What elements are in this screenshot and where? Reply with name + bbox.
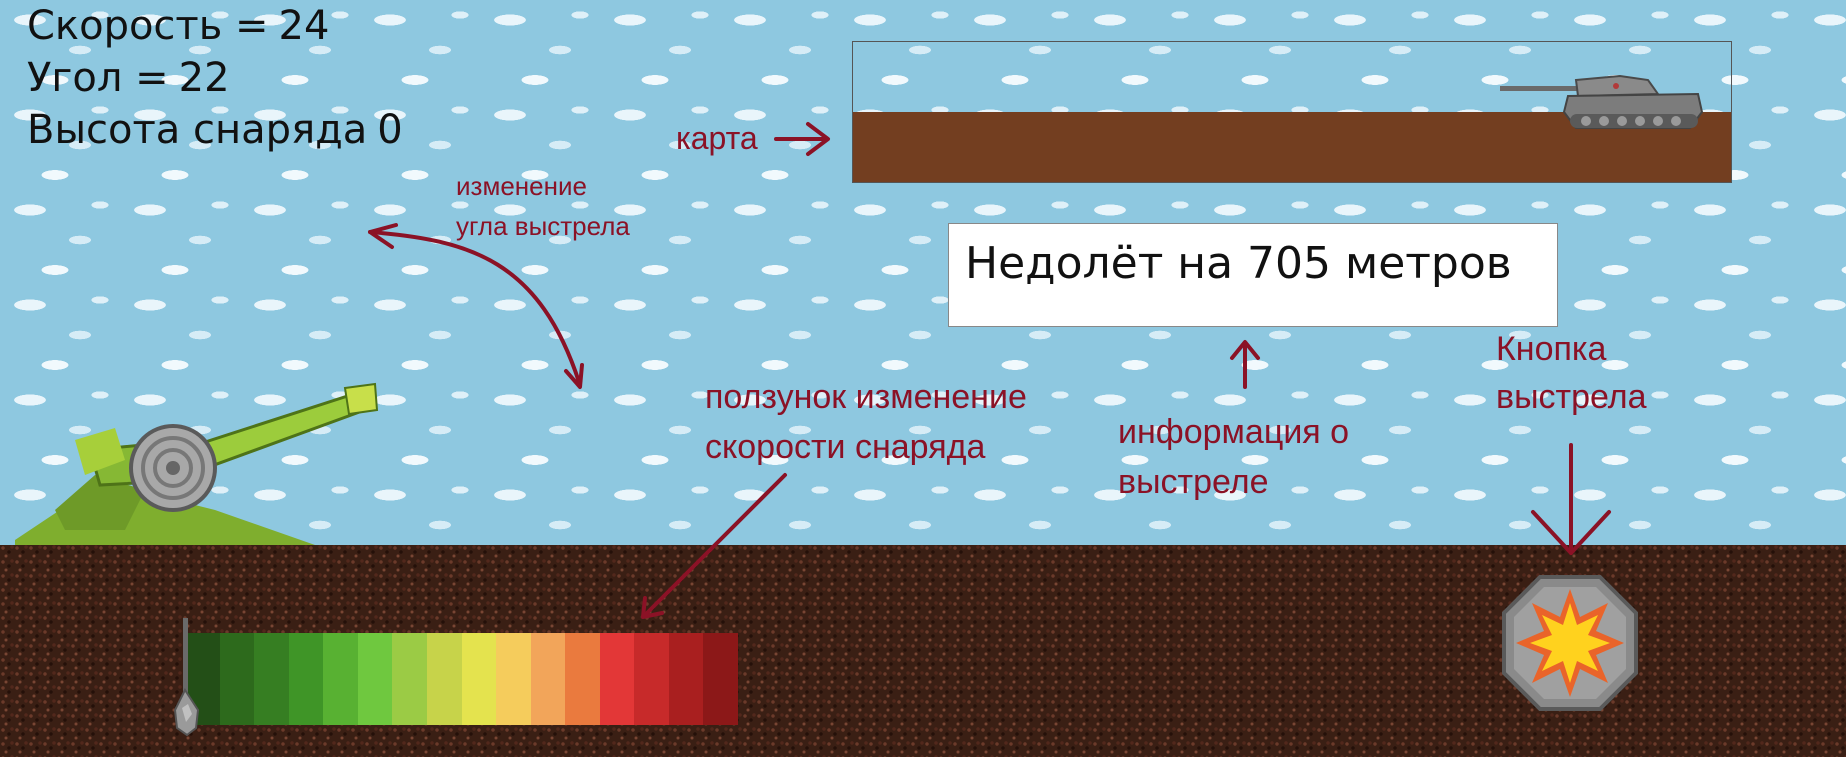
- annotation-fire-line2: выстрела: [1496, 378, 1647, 416]
- speed-label: Скорость =: [27, 3, 269, 49]
- hud-stats: Скорость = 24 Угол = 22 Высота снаряда 0: [27, 0, 403, 156]
- annotation-map: карта: [676, 120, 758, 156]
- slider-handle[interactable]: [168, 618, 206, 736]
- angle-stat: Угол = 22: [27, 52, 403, 104]
- height-label: Высота снаряда: [27, 107, 368, 153]
- shot-result-message: Недолёт на 705 метров: [965, 238, 1512, 289]
- annotation-fire-button: Кнопка выстрела: [1496, 325, 1647, 421]
- annotation-speed-slider: ползунок изменение скорости снаряда: [705, 372, 1027, 472]
- speed-stat: Скорость = 24: [27, 0, 403, 52]
- annotation-speed-line2: скорости снаряда: [705, 428, 986, 466]
- slider-segment: [392, 633, 427, 725]
- annotation-angle: изменение угла выстрела: [456, 166, 630, 246]
- slider-segment: [530, 633, 566, 725]
- height-value: 0: [377, 107, 403, 153]
- annotation-shot-info: информация о выстреле: [1118, 407, 1349, 507]
- slider-segment: [254, 633, 289, 725]
- slider-segment: [599, 633, 635, 725]
- slider-segment: [565, 633, 600, 725]
- annotation-speed-line1: ползунок изменение: [705, 378, 1027, 416]
- slider-segment: [461, 633, 497, 725]
- annotation-fire-line1: Кнопка: [1496, 330, 1607, 368]
- annotation-angle-line1: изменение: [456, 171, 587, 201]
- slider-segment: [323, 633, 358, 725]
- annotation-angle-line2: угла выстрела: [456, 211, 630, 241]
- slider-segment: [668, 633, 704, 725]
- height-stat: Высота снаряда 0: [27, 104, 403, 156]
- slider-segment: [703, 633, 738, 725]
- tank-icon: [1500, 74, 1704, 129]
- speed-slider-track[interactable]: [185, 633, 738, 725]
- slider-segment: [219, 633, 255, 725]
- minimap: [852, 41, 1732, 183]
- cannon-icon: [15, 382, 379, 545]
- fire-button[interactable]: [1500, 573, 1640, 713]
- slider-segment: [496, 633, 531, 725]
- annotation-info-line1: информация о: [1118, 413, 1350, 451]
- angle-label: Угол =: [27, 55, 169, 101]
- annotation-info-line2: выстреле: [1118, 463, 1269, 501]
- slider-segment: [634, 633, 669, 725]
- shot-info-panel: Недолёт на 705 метров: [948, 223, 1558, 327]
- angle-value: 22: [178, 55, 230, 101]
- slider-segment: [426, 633, 462, 725]
- slider-segment: [288, 633, 324, 725]
- slider-segment: [357, 633, 393, 725]
- explosion-icon: [1516, 589, 1624, 697]
- speed-value: 24: [278, 3, 330, 49]
